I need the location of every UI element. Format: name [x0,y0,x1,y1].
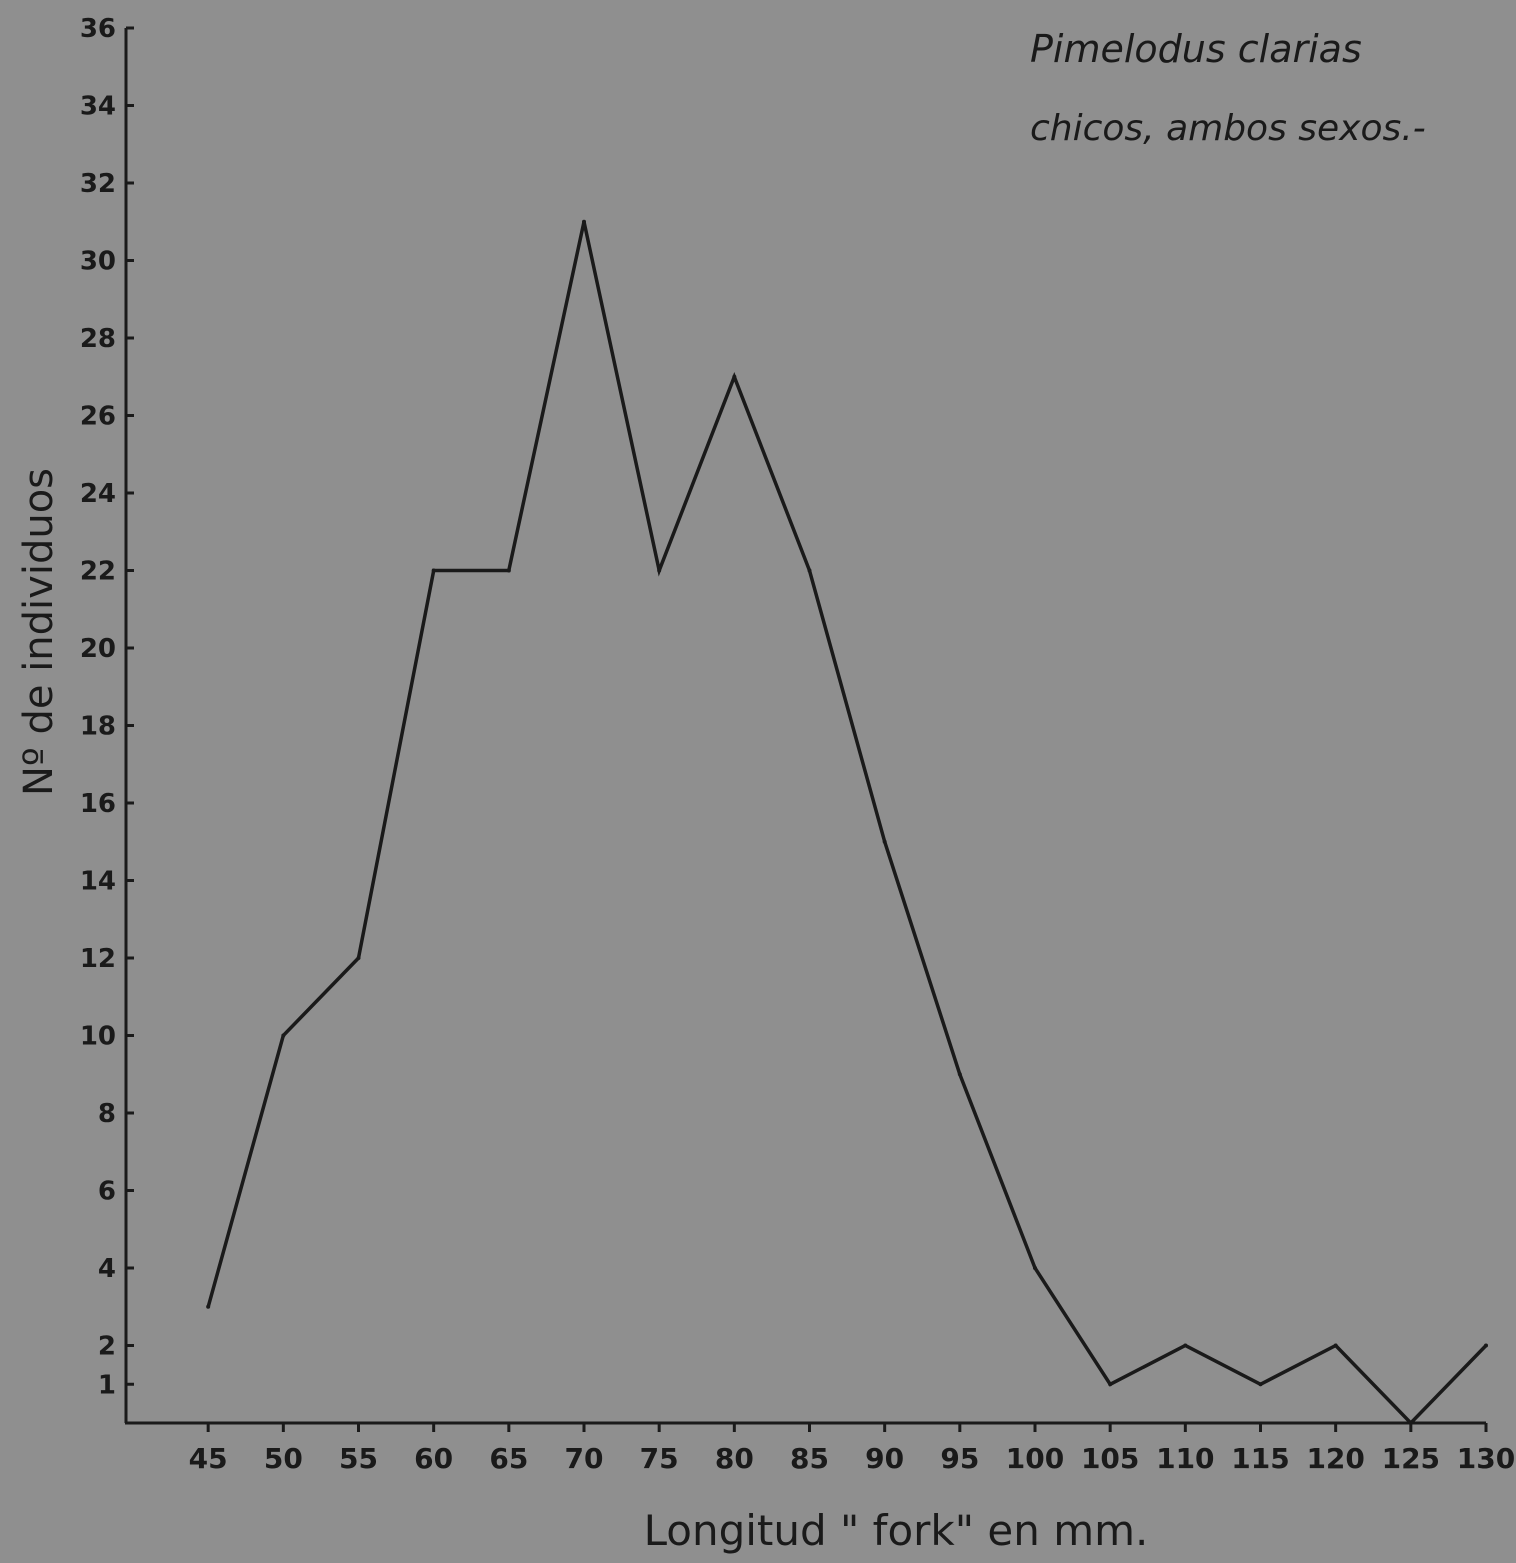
y-tick-label: 24 [80,479,116,509]
x-tick-label: 120 [1306,1442,1364,1475]
y-tick-label: 14 [80,867,116,897]
x-ticks: 45 50 55 60 65 70 75 80 85 90 95 100 105 110 115 120 125… [189,1423,1515,1475]
y-tick-label: 34 [80,92,116,122]
x-tick-label: 110 [1156,1442,1214,1475]
x-tick-label: 65 [489,1442,528,1475]
y-tick-label: 12 [80,944,116,974]
y-tick-label: 36 [80,14,116,44]
data-point [1258,1382,1263,1387]
data-point [1408,1421,1413,1425]
data-point [431,568,436,573]
data-point [356,956,361,960]
data-point [957,1072,962,1077]
data-point [1484,1343,1488,1348]
x-tick-label: 75 [640,1442,679,1475]
x-tick-label: 95 [940,1442,979,1475]
y-tick-label: 18 [80,712,116,742]
x-tick-label: 105 [1081,1442,1139,1475]
x-tick-label: 125 [1382,1442,1440,1475]
y-tick-label: 22 [80,557,116,587]
y-tick-label: 8 [98,1099,116,1129]
y-tick-label: 10 [80,1022,116,1052]
y-tick-label: 32 [80,169,116,199]
y-tick-label: 20 [80,634,116,664]
y-tick-label: 30 [80,247,116,277]
data-point [657,568,662,573]
x-tick-label: 70 [565,1442,604,1475]
x-axis-title: Longitud " fork" en mm. [644,1506,1149,1555]
data-point [506,568,511,573]
axes [124,28,1486,1425]
data-point [807,568,812,573]
x-tick-label: 60 [414,1442,453,1475]
x-tick-label: 55 [339,1442,378,1475]
annotation-line-1: Pimelodus clarias [1030,27,1362,71]
series [206,219,1488,1426]
series-line [206,221,1488,1426]
y-tick-label: 6 [98,1177,116,1207]
y-tick-label: 4 [98,1254,116,1284]
x-tick-label: 130 [1457,1442,1515,1475]
y-tick-label: 16 [80,789,116,819]
data-point [1033,1266,1037,1270]
annotation-line-2: chicos, ambos sexos.- [1030,108,1426,149]
x-tick-label: 90 [865,1442,904,1475]
data-point [1183,1343,1188,1348]
y-tick-label: 26 [80,402,116,432]
y-tick-label: 2 [98,1332,116,1362]
x-tick-label: 50 [264,1442,303,1475]
data-point [206,1304,211,1309]
x-tick-label: 100 [1006,1442,1064,1475]
y-tick-label: 28 [80,324,116,354]
data-point [1333,1343,1338,1348]
data-point [732,374,737,379]
data-point [882,839,887,844]
x-tick-label: 85 [790,1442,829,1475]
data-point [1108,1382,1113,1387]
data-point [281,1033,286,1038]
x-tick-label: 115 [1231,1442,1289,1475]
x-tick-label: 45 [189,1442,228,1475]
y-tick-label: 1 [98,1370,116,1400]
data-point [582,219,586,224]
y-axis-title: Nº de individuos [16,468,62,796]
x-tick-label: 80 [715,1442,754,1475]
